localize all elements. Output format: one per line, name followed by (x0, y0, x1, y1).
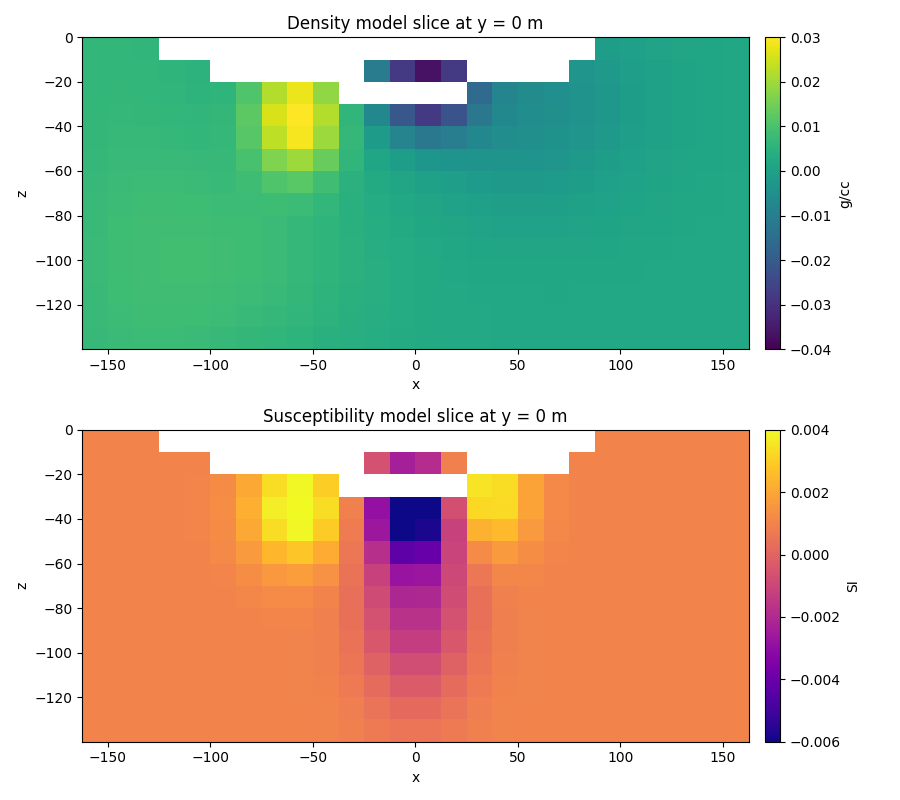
Y-axis label: g/cc: g/cc (838, 179, 851, 208)
Y-axis label: SI: SI (847, 579, 860, 592)
X-axis label: x: x (411, 771, 419, 785)
Title: Density model slice at y = 0 m: Density model slice at y = 0 m (287, 15, 544, 33)
X-axis label: x: x (411, 378, 419, 393)
Y-axis label: z: z (15, 190, 29, 197)
Title: Susceptibility model slice at y = 0 m: Susceptibility model slice at y = 0 m (263, 407, 568, 426)
Y-axis label: z: z (15, 582, 29, 590)
